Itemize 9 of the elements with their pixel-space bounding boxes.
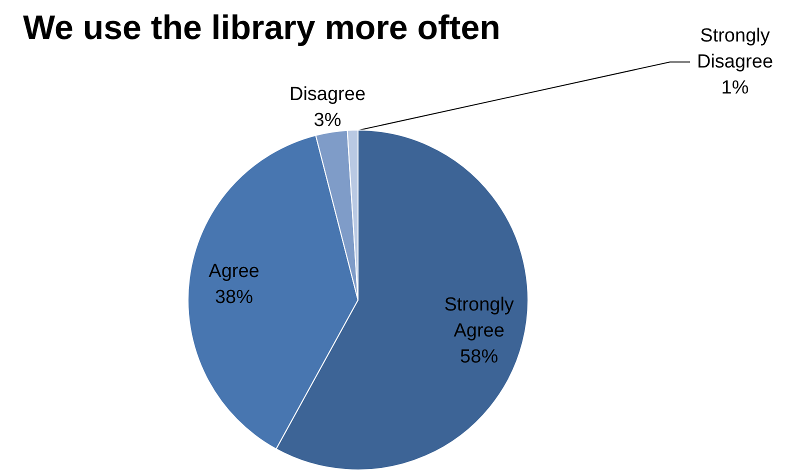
data-label: 1% <box>721 78 749 98</box>
slice-label: Disagree <box>289 84 366 105</box>
slice-label: Strongly Disagree <box>696 26 774 72</box>
slice-label: Agree <box>208 260 260 282</box>
data-label: 38% <box>214 286 254 308</box>
data-label: 3% <box>314 110 342 131</box>
slice-label: Strongly Agree <box>444 294 514 342</box>
chart-title: We use the library more often <box>23 9 500 47</box>
data-label: 58% <box>460 346 498 368</box>
